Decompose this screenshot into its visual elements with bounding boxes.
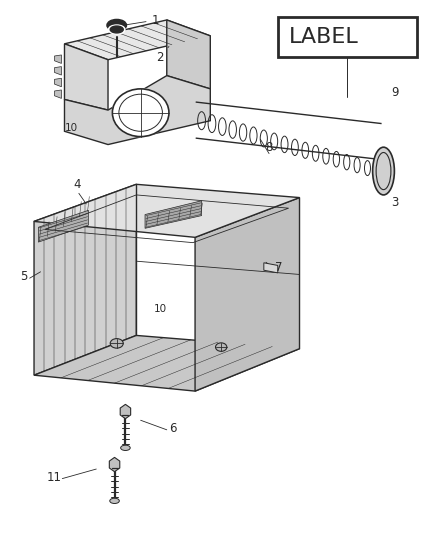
FancyBboxPatch shape [278,17,417,57]
Polygon shape [34,184,300,237]
Polygon shape [110,457,120,472]
Polygon shape [195,198,300,391]
Text: 3: 3 [391,196,398,208]
Polygon shape [39,211,88,242]
Polygon shape [54,90,61,99]
Text: 5: 5 [20,270,28,282]
Polygon shape [54,67,61,75]
Polygon shape [64,44,108,110]
Ellipse shape [107,19,127,31]
Polygon shape [64,76,210,144]
Text: 9: 9 [391,86,399,99]
Text: 8: 8 [265,141,273,154]
Text: 11: 11 [46,471,61,484]
Text: 10: 10 [154,304,167,313]
Ellipse shape [120,445,130,450]
Text: 7: 7 [276,261,283,274]
Text: 4: 4 [74,178,81,191]
Text: LABEL: LABEL [289,27,358,47]
Ellipse shape [110,498,119,504]
Ellipse shape [113,89,169,136]
Text: 2: 2 [156,46,169,64]
Ellipse shape [109,25,125,34]
Polygon shape [264,263,278,273]
Polygon shape [54,78,61,87]
Text: 6: 6 [169,422,177,435]
Polygon shape [120,405,131,419]
Ellipse shape [110,26,123,33]
Polygon shape [145,201,201,228]
Ellipse shape [110,338,123,348]
Text: 10: 10 [64,123,78,133]
Polygon shape [34,335,300,391]
Ellipse shape [373,147,394,195]
Polygon shape [34,184,136,375]
Polygon shape [167,20,210,89]
Polygon shape [54,55,61,63]
Polygon shape [64,20,210,60]
Ellipse shape [215,343,227,351]
Text: 1: 1 [126,14,159,27]
